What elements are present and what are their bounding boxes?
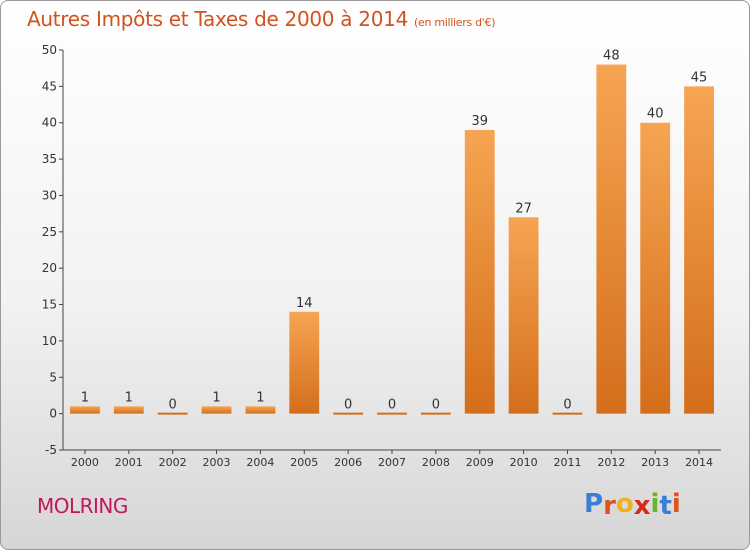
y-tick-label: 10 bbox=[42, 334, 57, 348]
bar-value-label: 14 bbox=[296, 296, 313, 311]
logo-letter: o bbox=[615, 489, 634, 519]
bar-value-label: 27 bbox=[515, 201, 532, 216]
bar bbox=[333, 412, 364, 415]
bar bbox=[201, 406, 232, 414]
bar bbox=[552, 412, 583, 415]
chart-title-unit: (en milliers d'€) bbox=[414, 16, 496, 29]
x-tick-label: 2011 bbox=[553, 456, 581, 469]
x-tick-label: 2002 bbox=[159, 456, 187, 469]
bar-value-label: 1 bbox=[256, 390, 264, 405]
bar bbox=[70, 406, 100, 414]
logo-letter: i bbox=[650, 489, 660, 519]
bar-value-label: 1 bbox=[81, 390, 89, 405]
logo-letter: t bbox=[659, 491, 672, 521]
y-tick-label: 5 bbox=[49, 370, 57, 384]
bar-value-label: 0 bbox=[388, 398, 396, 413]
bar bbox=[245, 406, 276, 414]
x-tick-label: 2001 bbox=[115, 456, 143, 469]
bar bbox=[508, 217, 539, 414]
x-tick-label: 2008 bbox=[422, 456, 450, 469]
y-tick-label: 40 bbox=[42, 116, 57, 130]
bar bbox=[684, 86, 714, 414]
x-tick-label: 2000 bbox=[71, 456, 99, 469]
x-tick-label: 2007 bbox=[378, 456, 406, 469]
x-tick-label: 2014 bbox=[685, 456, 713, 469]
x-tick-label: 2004 bbox=[246, 456, 274, 469]
y-tick-label: 0 bbox=[49, 407, 57, 421]
bar-value-label: 45 bbox=[691, 70, 708, 85]
bar-value-label: 0 bbox=[344, 398, 352, 413]
x-tick-label: 2012 bbox=[597, 456, 625, 469]
bar bbox=[640, 122, 671, 414]
bar-value-label: 0 bbox=[563, 398, 571, 413]
x-tick-label: 2013 bbox=[641, 456, 669, 469]
bar bbox=[289, 311, 320, 414]
y-tick-label: 25 bbox=[42, 225, 57, 239]
y-tick-label: 15 bbox=[42, 298, 57, 312]
bar-value-label: 40 bbox=[647, 107, 664, 122]
bar-value-label: 39 bbox=[471, 114, 488, 129]
x-tick-label: 2006 bbox=[334, 456, 362, 469]
bar bbox=[420, 412, 451, 415]
bar-value-label: 1 bbox=[125, 390, 133, 405]
bar bbox=[113, 406, 144, 414]
commune-name: MOLRING bbox=[37, 494, 128, 518]
chart-title: Autres Impôts et Taxes de 2000 à 2014 (en… bbox=[27, 7, 495, 31]
bar-value-label: 0 bbox=[432, 398, 440, 413]
bar bbox=[596, 64, 627, 414]
bar-value-label: 48 bbox=[603, 49, 620, 64]
y-tick-label: 30 bbox=[42, 188, 57, 202]
bar-value-label: 0 bbox=[169, 398, 177, 413]
logo-letter: x bbox=[633, 491, 651, 521]
y-tick-label: 20 bbox=[42, 261, 57, 275]
y-tick-label: 50 bbox=[42, 43, 57, 57]
x-tick-label: 2009 bbox=[466, 456, 494, 469]
y-tick-label: -5 bbox=[45, 443, 57, 457]
bar bbox=[377, 412, 407, 415]
chart-title-text: Autres Impôts et Taxes de 2000 à 2014 bbox=[27, 7, 408, 31]
y-tick-label: 35 bbox=[42, 152, 57, 166]
logo-letter: P bbox=[584, 489, 604, 519]
x-tick-label: 2003 bbox=[203, 456, 231, 469]
x-tick-label: 2010 bbox=[510, 456, 538, 469]
logo-letter: r bbox=[603, 491, 616, 521]
proxiti-logo[interactable]: Proxiti bbox=[584, 489, 681, 521]
logo-letter: i bbox=[671, 489, 681, 519]
bar bbox=[157, 412, 188, 415]
x-tick-label: 2005 bbox=[290, 456, 318, 469]
bar bbox=[464, 130, 495, 414]
y-tick-label: 45 bbox=[42, 79, 57, 93]
bar-value-label: 1 bbox=[212, 390, 220, 405]
